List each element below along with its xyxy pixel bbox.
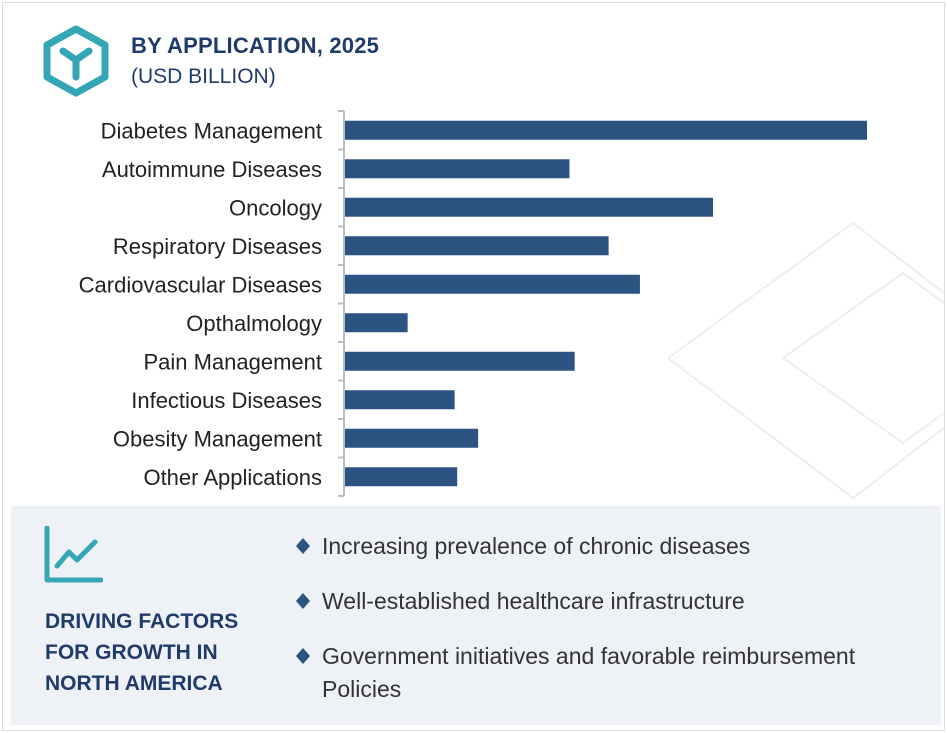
bar-infectious-diseases — [345, 390, 455, 410]
bar-cardiovascular-diseases — [345, 274, 640, 294]
bar-diabetes-management — [345, 120, 867, 140]
driving-factor-item: Government initiatives and favorable rei… — [296, 640, 916, 706]
background-decoration — [667, 221, 944, 500]
category-label: Other Applications — [143, 465, 322, 490]
bar-other-applications — [345, 467, 458, 487]
driving-factors-title-line: DRIVING FACTORS — [45, 610, 239, 633]
bar-autoimmune-diseases — [345, 159, 570, 179]
driving-factor-item: Well-established healthcare infrastructu… — [296, 585, 916, 618]
category-label: Cardiovascular Diseases — [79, 272, 322, 297]
driving-factors-title: DRIVING FACTORS FOR GROWTH IN NORTH AMER… — [45, 606, 275, 699]
category-label: Respiratory Diseases — [113, 234, 322, 259]
driving-factor-text: Well-established healthcare infrastructu… — [322, 588, 745, 614]
category-label: Diabetes Management — [101, 118, 322, 143]
driving-factor-text: Increasing prevalence of chronic disease… — [322, 533, 751, 559]
driving-factors-title-line: NORTH AMERICA — [45, 672, 223, 695]
line-chart-icon — [44, 526, 103, 583]
driving-factor-item: Increasing prevalence of chronic disease… — [296, 530, 916, 563]
driving-factors-title-line: FOR GROWTH IN — [45, 641, 218, 664]
driving-factors-list: Increasing prevalence of chronic disease… — [296, 530, 916, 728]
category-label: Autoimmune Diseases — [102, 157, 322, 182]
diamond-bullet-icon — [296, 538, 310, 554]
driving-factor-text: Government initiatives and favorable rei… — [322, 643, 856, 702]
bar-respiratory-diseases — [345, 236, 609, 256]
driving-factors-panel: DRIVING FACTORS FOR GROWTH IN NORTH AMER… — [11, 506, 941, 725]
category-label: Oncology — [229, 195, 322, 220]
bar-opthalmology — [345, 313, 408, 333]
chart-title: BY APPLICATION, 2025 — [131, 33, 380, 58]
category-label: Obesity Management — [113, 426, 322, 451]
category-label: Infectious Diseases — [131, 388, 322, 413]
diamond-bullet-icon — [296, 648, 310, 664]
bar-chart: Diabetes Management Autoimmune Diseases On… — [79, 110, 867, 497]
bar-oncology — [345, 197, 714, 217]
category-label: Pain Management — [143, 349, 322, 374]
bar-obesity-management — [345, 428, 479, 448]
category-label: Opthalmology — [186, 311, 322, 336]
diamond-bullet-icon — [296, 593, 310, 609]
chart-subtitle: (USD BILLION) — [131, 65, 276, 88]
bar-pain-management — [345, 351, 575, 371]
hexagon-y-logo-icon — [43, 25, 109, 97]
